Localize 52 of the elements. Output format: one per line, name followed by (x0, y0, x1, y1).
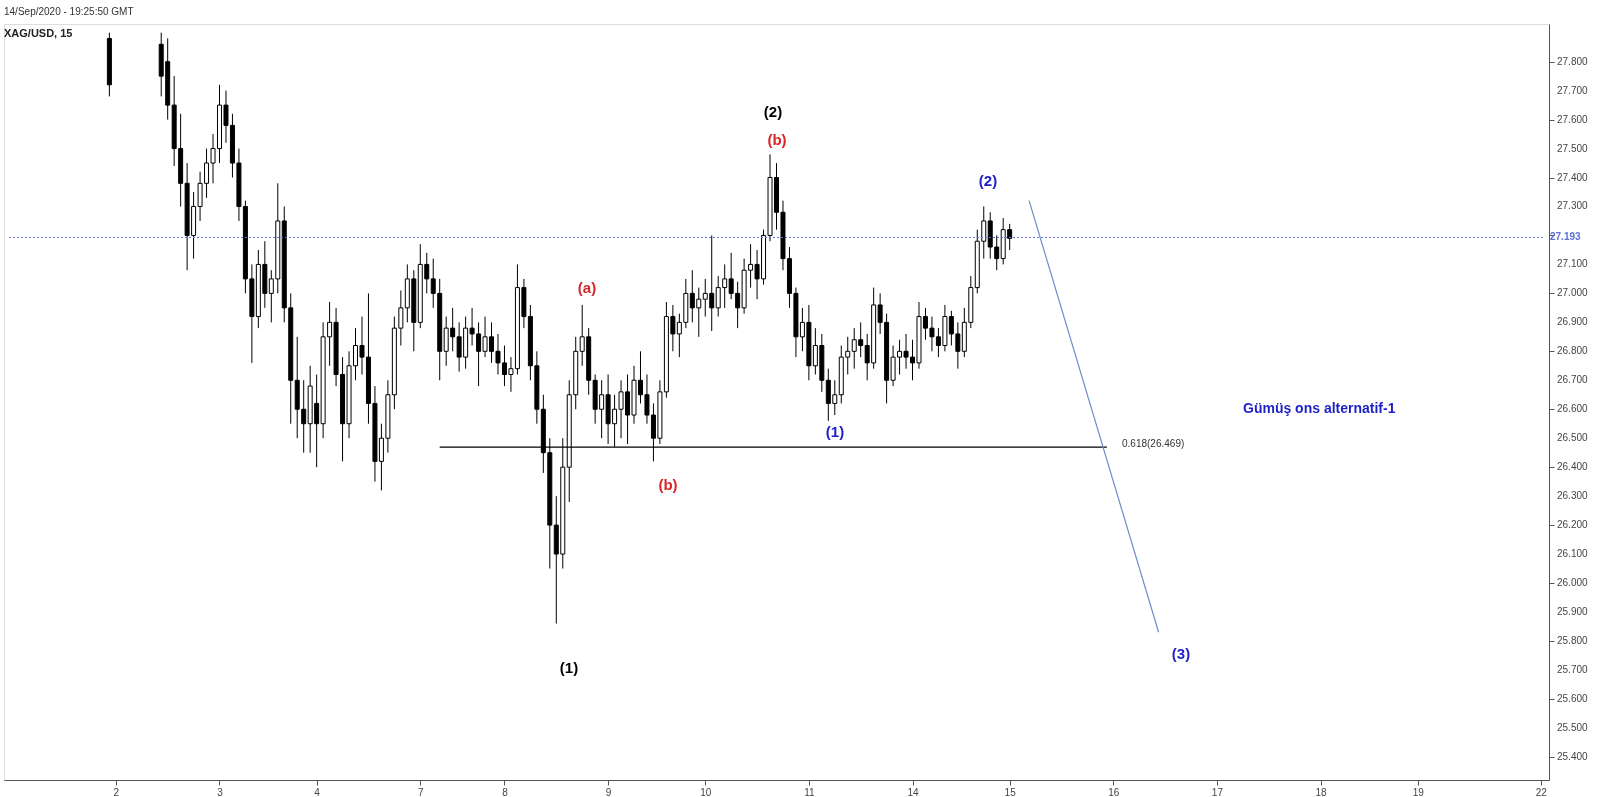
x-tick-label: 22 (1535, 786, 1548, 797)
y-tick-label: 26.100 (1557, 548, 1589, 560)
text: 14/Sep/2020 - 19:25:50 GMT (4, 6, 134, 17)
y-tick-label: 26.500 (1557, 432, 1589, 444)
x-tick-label: 16 (1108, 786, 1120, 797)
y-tick-label: 27.100 (1557, 258, 1589, 270)
annotation: (1) (825, 423, 845, 440)
y-tick-label: 27.800 (1557, 55, 1589, 67)
x-tick-label: 10 (700, 786, 712, 797)
y-tick-label: 26.300 (1557, 490, 1589, 502)
x-tick-label: 7 (418, 786, 424, 797)
annotation: (1) (559, 659, 579, 676)
y-tick-label: 26.600 (1557, 403, 1589, 415)
chart-title: XAG/USD, 15 (4, 27, 73, 39)
y-tick-label: 26.800 (1557, 345, 1589, 357)
y-tick-label: 25.700 (1557, 663, 1589, 675)
x-tick-label: 15 (1004, 786, 1017, 797)
y-tick-label: 27.000 (1557, 287, 1589, 299)
ref-line-label: 27.193 (1550, 231, 1582, 243)
x-tick-label: 8 (502, 786, 509, 797)
y-tick-label: 25.500 (1557, 721, 1589, 733)
y-tick-label: 25.900 (1557, 606, 1589, 617)
annotation: 0.618(26.469) (1122, 438, 1185, 449)
x-tick-label: 3 (217, 786, 224, 797)
annotation: (a) (577, 279, 597, 296)
y-tick-label: 27.700 (1557, 84, 1589, 96)
y-tick-label: 27.600 (1557, 113, 1589, 125)
annotation: (2) (763, 103, 783, 120)
x-tick-label: 4 (314, 786, 321, 797)
y-tick-label: 27.400 (1557, 171, 1589, 183)
y-tick-label: 26.200 (1557, 519, 1589, 531)
annotation: Gümüş ons alternatif-1 (1243, 400, 1396, 416)
x-tick-label: 9 (605, 786, 612, 797)
x-tick-label: 18 (1315, 786, 1328, 797)
x-tick-label: 11 (804, 786, 816, 797)
x-tick-label: 19 (1412, 786, 1425, 797)
x-tick-label: 17 (1211, 786, 1224, 797)
y-tick-label: 27.300 (1557, 200, 1589, 212)
x-tick-label: 14 (907, 786, 920, 797)
y-tick-label: 26.000 (1557, 577, 1589, 589)
y-tick-label: 25.600 (1557, 692, 1589, 704)
y-tick-label: 26.700 (1557, 374, 1589, 386)
y-tick-label: 27.500 (1557, 142, 1589, 154)
y-tick-label: 25.400 (1557, 750, 1589, 762)
y-tick-label: 25.800 (1557, 634, 1589, 646)
y-tick-label: 26.400 (1557, 461, 1589, 473)
annotation: (2) (978, 172, 998, 189)
annotation: (b) (658, 476, 678, 493)
y-tick-label: 26.900 (1557, 316, 1589, 328)
annotation: (b) (767, 131, 787, 148)
x-tick-label: 2 (113, 786, 120, 797)
annotation: (3) (1171, 645, 1191, 662)
